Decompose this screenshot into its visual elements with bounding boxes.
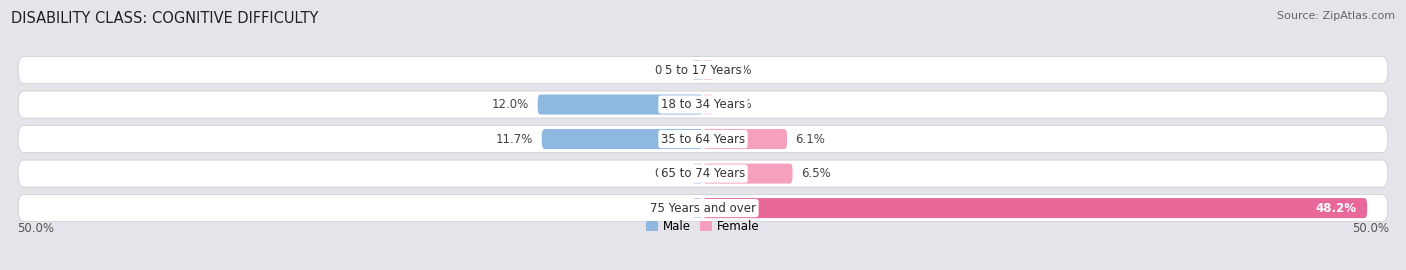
- FancyBboxPatch shape: [18, 91, 1388, 118]
- Text: 6.5%: 6.5%: [801, 167, 831, 180]
- Text: 5 to 17 Years: 5 to 17 Years: [665, 63, 741, 76]
- Text: 75 Years and over: 75 Years and over: [650, 202, 756, 215]
- Text: 11.7%: 11.7%: [496, 133, 533, 146]
- Text: 0.0%: 0.0%: [654, 167, 683, 180]
- FancyBboxPatch shape: [703, 164, 793, 184]
- Text: 0.0%: 0.0%: [723, 98, 752, 111]
- Text: 0.0%: 0.0%: [723, 63, 752, 76]
- FancyBboxPatch shape: [18, 126, 1388, 153]
- FancyBboxPatch shape: [703, 129, 787, 149]
- FancyBboxPatch shape: [692, 164, 703, 184]
- FancyBboxPatch shape: [18, 195, 1388, 222]
- Text: 0.0%: 0.0%: [654, 202, 683, 215]
- FancyBboxPatch shape: [18, 160, 1388, 187]
- FancyBboxPatch shape: [537, 94, 703, 114]
- FancyBboxPatch shape: [703, 60, 714, 80]
- FancyBboxPatch shape: [703, 198, 1367, 218]
- Text: 6.1%: 6.1%: [796, 133, 825, 146]
- FancyBboxPatch shape: [541, 129, 703, 149]
- FancyBboxPatch shape: [703, 94, 714, 114]
- FancyBboxPatch shape: [18, 56, 1388, 83]
- Text: 0.0%: 0.0%: [654, 63, 683, 76]
- Text: 65 to 74 Years: 65 to 74 Years: [661, 167, 745, 180]
- Text: DISABILITY CLASS: COGNITIVE DIFFICULTY: DISABILITY CLASS: COGNITIVE DIFFICULTY: [11, 11, 319, 26]
- FancyBboxPatch shape: [692, 60, 703, 80]
- Text: 50.0%: 50.0%: [1353, 222, 1389, 235]
- Text: 35 to 64 Years: 35 to 64 Years: [661, 133, 745, 146]
- Text: 48.2%: 48.2%: [1315, 202, 1357, 215]
- Text: 50.0%: 50.0%: [17, 222, 53, 235]
- Text: Source: ZipAtlas.com: Source: ZipAtlas.com: [1277, 11, 1395, 21]
- Text: 12.0%: 12.0%: [492, 98, 530, 111]
- FancyBboxPatch shape: [692, 198, 703, 218]
- Legend: Male, Female: Male, Female: [641, 216, 765, 238]
- Text: 18 to 34 Years: 18 to 34 Years: [661, 98, 745, 111]
